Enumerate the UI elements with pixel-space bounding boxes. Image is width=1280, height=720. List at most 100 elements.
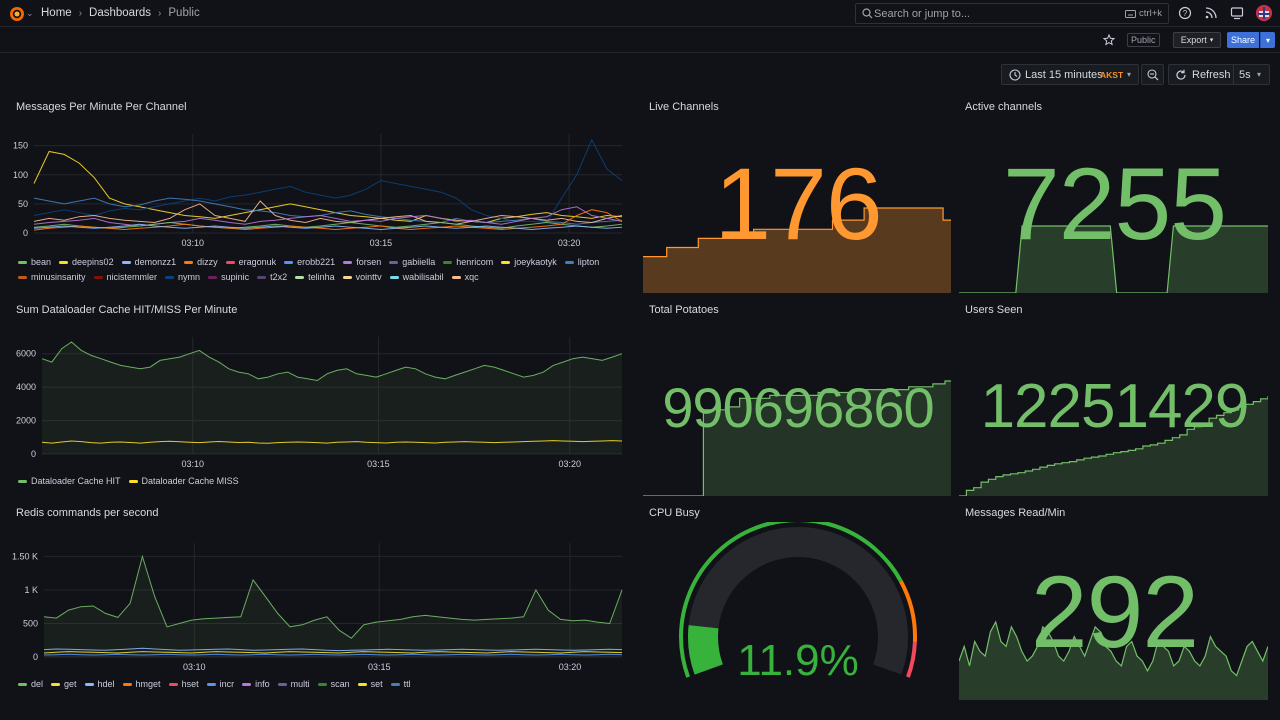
search-box[interactable]: ctrl+k [855, 3, 1169, 24]
legend-item[interactable]: nicistemmler [93, 272, 157, 282]
legend-item[interactable]: supinic [208, 272, 249, 282]
grafana-logo-icon[interactable] [9, 6, 25, 22]
legend-swatch [277, 682, 287, 686]
legend-item[interactable]: bean [18, 257, 51, 267]
refresh-label: Refresh [1192, 69, 1231, 81]
x-tick-label: 03:15 [370, 238, 393, 248]
panel-total-potatoes[interactable]: Total Potatoes 990696860 [643, 299, 953, 496]
breadcrumb-dashboards[interactable]: Dashboards [89, 7, 152, 19]
panel-messages-read[interactable]: Messages Read/Min 292 [959, 502, 1270, 700]
export-button[interactable]: Export ▾ [1173, 32, 1221, 48]
zoom-out-button[interactable] [1141, 64, 1164, 85]
legend-item[interactable]: xqc [451, 272, 479, 282]
legend-item[interactable]: vointtv [342, 272, 382, 282]
rss-icon[interactable] [1204, 6, 1218, 20]
monitor-icon[interactable] [1230, 6, 1244, 20]
refresh-control[interactable]: Refresh 5s ▾ [1168, 64, 1270, 85]
legend-swatch [128, 479, 138, 483]
legend-item[interactable]: erobb221 [284, 257, 335, 267]
panel-messages-per-minute[interactable]: Messages Per Minute Per Channel 0 50 100 15… [10, 96, 634, 291]
legend-swatch [122, 682, 132, 686]
legend-label: info [255, 679, 270, 689]
legend-item[interactable]: minusinsanity [18, 272, 86, 282]
refresh-interval[interactable]: 5s [1239, 69, 1251, 81]
series-line-bean [33, 221, 623, 229]
panel-dataloader-cache[interactable]: Sum Dataloader Cache HIT/MISS Per Minute… [10, 299, 634, 494]
x-tick-label: 03:20 [558, 238, 581, 248]
legend-swatch [357, 682, 367, 686]
legend-item[interactable]: Dataloader Cache HIT [18, 476, 121, 486]
x-tick-label: 03:15 [367, 459, 390, 469]
legend-item[interactable]: gabiiella [389, 257, 435, 267]
legend-item[interactable]: scan [317, 679, 350, 689]
legend-item[interactable]: wabilisabil [389, 272, 444, 282]
legend-item[interactable]: hdel [84, 679, 115, 689]
user-avatar[interactable] [1256, 5, 1272, 21]
svg-text:?: ? [1183, 9, 1188, 18]
panel-users-seen[interactable]: Users Seen 12251429 [959, 299, 1270, 496]
legend-item[interactable]: lipton [564, 257, 599, 267]
legend-item[interactable]: telinha [295, 272, 335, 282]
panel-active-channels[interactable]: Active channels 7255 [959, 96, 1270, 293]
legend-item[interactable]: eragonuk [225, 257, 276, 267]
shortcut-label: ctrl+k [1139, 8, 1162, 19]
legend-swatch [257, 275, 267, 279]
star-icon[interactable] [1103, 34, 1115, 46]
series-line-deepins02 [33, 150, 623, 224]
legend-swatch [168, 682, 178, 686]
legend-item[interactable]: Dataloader Cache MISS [128, 476, 239, 486]
chart-legend: Dataloader Cache HIT Dataloader Cache MIS… [18, 476, 628, 486]
search-input[interactable] [874, 6, 1114, 21]
legend-label: hmget [135, 679, 161, 689]
series-line-nymn [33, 138, 623, 224]
legend-swatch [84, 682, 94, 686]
redis-line-chart[interactable]: 0 500 1 K 1.50 K 03:10 03:15 03:20 [10, 535, 634, 675]
y-tick-label: 1 K [24, 585, 38, 595]
messages-line-chart[interactable]: 0 50 100 150 03:10 03:15 03:20 [10, 126, 634, 251]
chart-legend: bean deepins02 demonzz1 dizzy eragonuk erobb2… [18, 257, 628, 282]
y-tick-label: 50 [18, 199, 28, 209]
stat-value: 176 [714, 147, 882, 261]
legend-swatch [165, 275, 175, 279]
active-channels-sparkline [959, 225, 1268, 293]
legend-item[interactable]: multi [277, 679, 310, 689]
legend-item[interactable]: henricom [443, 257, 493, 267]
legend-swatch [295, 275, 305, 279]
series-line-del [43, 554, 623, 639]
series-line-forsen [33, 206, 623, 227]
legend-item[interactable]: dizzy [184, 257, 218, 267]
legend-item[interactable]: nymn [165, 272, 200, 282]
live-channels-sparkline [643, 207, 951, 293]
share-button[interactable]: Share [1227, 32, 1259, 48]
panel-live-channels[interactable]: Live Channels 176 [643, 96, 953, 293]
time-range-picker[interactable]: Last 15 minutes AKST ▾ [1001, 64, 1139, 85]
share-dropdown-button[interactable]: ▾ [1260, 32, 1275, 48]
breadcrumb-home[interactable]: Home [41, 7, 72, 19]
legend-item[interactable]: forsen [343, 257, 381, 267]
legend-item[interactable]: joeykaotyk [501, 257, 557, 267]
legend-swatch [18, 479, 27, 483]
legend-item[interactable]: hmget [122, 679, 161, 689]
legend-item[interactable]: ttl [390, 679, 411, 689]
panel-cpu-busy[interactable]: CPU Busy 11.9% [643, 502, 953, 700]
chevron-down-icon[interactable]: ⌄ [26, 8, 34, 18]
dataloader-line-chart[interactable]: 0 2000 4000 6000 03:10 03:15 03:20 [10, 329, 634, 472]
legend-swatch [51, 682, 61, 686]
legend-item[interactable]: set [357, 679, 383, 689]
legend-item[interactable]: demonzz1 [121, 257, 176, 267]
sparkline-line [959, 225, 1268, 293]
legend-label: gabiiella [402, 257, 436, 267]
legend-label: set [370, 679, 383, 689]
legend-item[interactable]: t2x2 [257, 272, 287, 282]
legend-item[interactable]: info [242, 679, 270, 689]
legend-item[interactable]: get [51, 679, 77, 689]
legend-item[interactable]: hset [168, 679, 199, 689]
legend-item[interactable]: incr [206, 679, 234, 689]
help-icon[interactable]: ? [1178, 6, 1192, 20]
legend-item[interactable]: deepins02 [59, 257, 114, 267]
chart-legend: del get hdel hmget hset incr info multi scan set t… [18, 679, 628, 689]
series-line-incr [43, 653, 623, 656]
legend-item[interactable]: del [18, 679, 43, 689]
y-tick-label: 500 [23, 618, 38, 628]
